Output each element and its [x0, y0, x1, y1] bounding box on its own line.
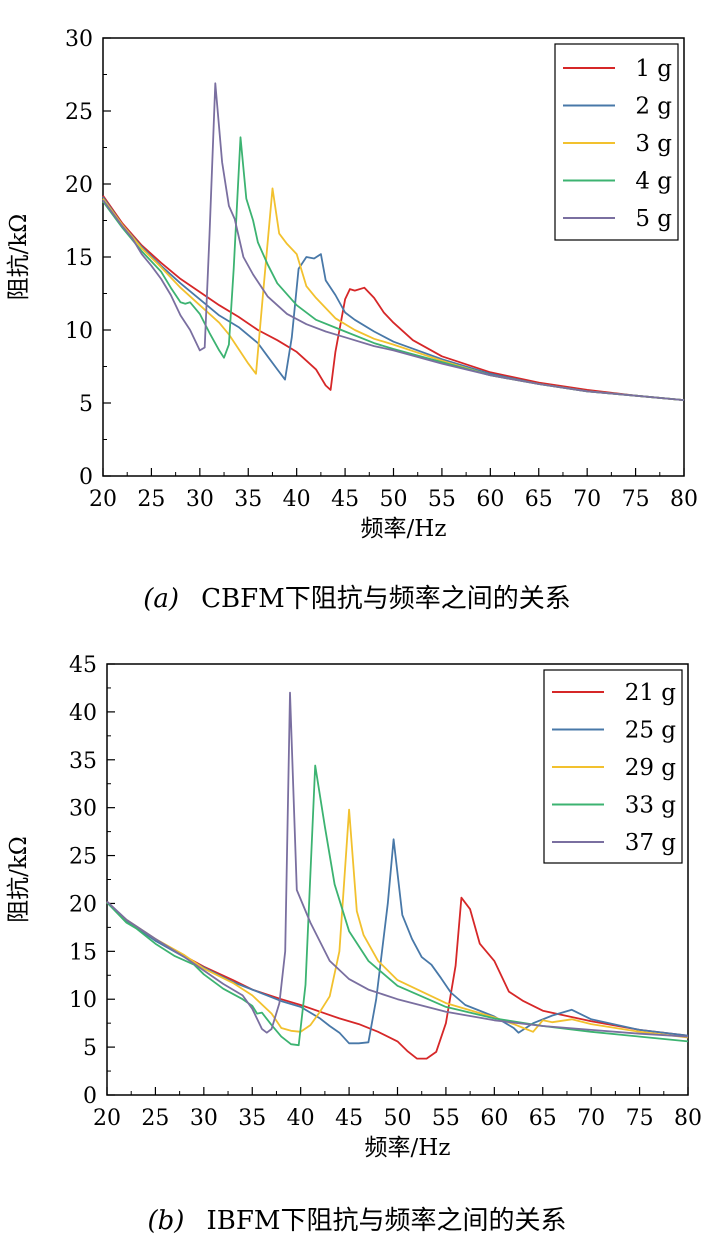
x-tick-label: 35: [238, 1106, 266, 1131]
x-tick-label: 40: [287, 1106, 315, 1131]
legend-label: 2 g: [635, 94, 672, 120]
chart-panel-a: 20 25 30 35 40 45 50 55 60 65 70 75 80 0 5 10 15 20 25 30 频率…: [0, 27, 714, 615]
chart-panel-b: 20 25 30 35 40 45 50 55 60 65 70 75 80 0 5 10 15 20 25 30 35…: [0, 629, 714, 1258]
legend-label: 33 g: [625, 793, 677, 819]
impedance-chart-ibfm: 20 25 30 35 40 45 50 55 60 65 70 75 80 0 5 10 15 20 25 30 35…: [6, 653, 702, 1161]
y-tick-label: 15: [65, 246, 93, 271]
caption-a: (a) CBFM下阻抗与频率之间的关系: [0, 578, 714, 615]
x-tick-label: 45: [331, 487, 359, 512]
x-axis-label: 频率/Hz: [365, 1135, 451, 1161]
legend-label: 29 g: [625, 755, 677, 781]
x-tick-label: 60: [476, 487, 504, 512]
legend-label: 3 g: [635, 131, 672, 157]
x-tick-label: 65: [529, 1106, 557, 1131]
x-tick-label: 20: [89, 487, 117, 512]
y-tick-label: 0: [83, 1084, 97, 1109]
series-line: [102, 136, 685, 401]
x-tick-label: 20: [93, 1106, 121, 1131]
x-tick-label: 30: [186, 487, 214, 512]
y-tick-label: 15: [69, 940, 97, 965]
series-line: [106, 838, 689, 1045]
series-line: [106, 764, 689, 1047]
x-axis-label: 频率/Hz: [361, 516, 447, 542]
y-tick-label: 10: [65, 319, 93, 344]
y-axis-label: 阻抗/kΩ: [6, 836, 32, 923]
series-line: [102, 196, 685, 401]
x-tick-label: 75: [622, 487, 650, 512]
legend-label: 21 g: [625, 680, 677, 706]
x-tick-label: 80: [674, 1106, 702, 1131]
y-tick-label: 35: [69, 749, 97, 774]
x-tick-label: 50: [384, 1106, 412, 1131]
series-line: [102, 195, 685, 401]
x-tick-label: 75: [626, 1106, 654, 1131]
y-tick-label: 25: [65, 100, 93, 125]
y-tick-label: 10: [69, 988, 97, 1013]
impedance-chart-cbfm: 20 25 30 35 40 45 50 55 60 65 70 75 80 0 5 10 15 20 25 30 频率…: [6, 27, 698, 542]
legend-label: 1 g: [635, 56, 672, 82]
x-tick-label: 30: [190, 1106, 218, 1131]
x-tick-label: 40: [283, 487, 311, 512]
y-tick-label: 0: [79, 465, 93, 490]
x-tick-label: 65: [525, 487, 553, 512]
y-tick-label: 25: [69, 845, 97, 870]
x-tick-label: 45: [335, 1106, 363, 1131]
caption-b: (b) IBFM下阻抗与频率之间的关系: [0, 1200, 714, 1237]
series-line: [106, 896, 689, 1060]
series-line: [106, 691, 689, 1038]
caption-text: IBFM下阻抗与频率之间的关系: [206, 1206, 567, 1236]
caption-label: (b): [147, 1206, 185, 1236]
y-tick-label: 20: [69, 892, 97, 917]
x-tick-label: 70: [573, 487, 601, 512]
y-tick-label: 40: [69, 701, 97, 726]
x-tick-label: 50: [380, 487, 408, 512]
x-tick-label: 55: [428, 487, 456, 512]
y-tick-label: 45: [69, 653, 97, 678]
caption-label: (a): [143, 584, 180, 614]
y-axis-label: 阻抗/kΩ: [6, 214, 32, 301]
legend-label: 25 g: [625, 718, 677, 744]
y-tick-label: 5: [79, 392, 93, 417]
x-tick-label: 60: [480, 1106, 508, 1131]
y-tick-label: 30: [69, 797, 97, 822]
legend-label: 4 g: [635, 169, 672, 195]
legend-label: 37 g: [625, 830, 677, 856]
legend-label: 5 g: [635, 206, 672, 232]
series-line: [102, 82, 685, 401]
x-tick-label: 35: [234, 487, 262, 512]
series-line: [106, 808, 689, 1039]
x-tick-label: 25: [137, 487, 165, 512]
x-tick-label: 70: [577, 1106, 605, 1131]
caption-text: CBFM下阻抗与频率之间的关系: [201, 584, 571, 614]
y-tick-label: 5: [83, 1036, 97, 1061]
y-tick-label: 20: [65, 173, 93, 198]
y-tick-label: 30: [65, 27, 93, 52]
x-tick-label: 55: [432, 1106, 460, 1131]
x-tick-label: 25: [141, 1106, 169, 1131]
x-tick-label: 80: [670, 487, 698, 512]
